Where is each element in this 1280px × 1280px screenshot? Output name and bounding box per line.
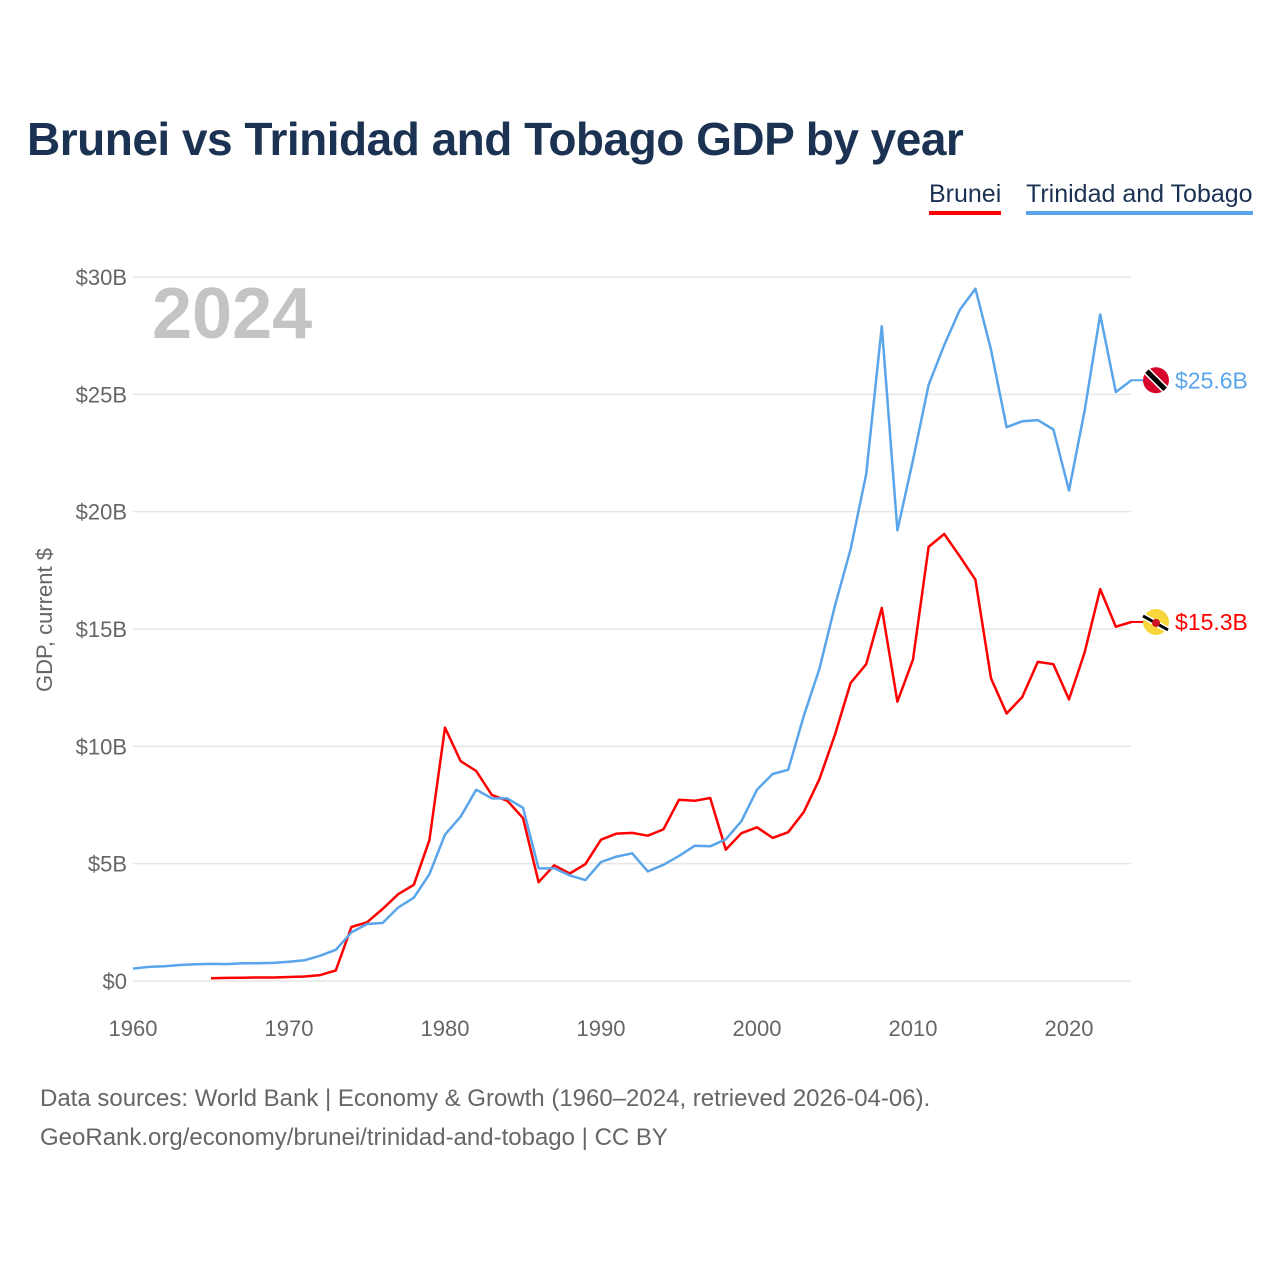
x-tick-label: 2020 [1045,1016,1094,1041]
end-value-label: $15.3B [1175,609,1248,635]
x-tick-label: 1960 [109,1016,158,1041]
year-label: 2024 [152,274,312,354]
chart-title: Brunei vs Trinidad and Tobago GDP by yea… [27,113,964,165]
flag-emblem [1152,618,1160,627]
x-tick-label: 1980 [421,1016,470,1041]
x-tick-label: 1990 [577,1016,626,1041]
y-tick-label: $5B [88,852,127,877]
footer-sources: Data sources: World Bank | Economy & Gro… [40,1085,931,1112]
end-value-label: $25.6B [1175,367,1248,393]
x-tick-label: 2010 [889,1016,938,1041]
x-tick-label: 1970 [265,1016,314,1041]
legend-brunei[interactable]: Brunei [929,180,1002,215]
y-tick-label: $0 [103,969,127,994]
y-tick-label: $25B [76,382,127,407]
footer-url[interactable]: GeoRank.org/economy/brunei/trinidad-and-… [40,1124,668,1151]
y-tick-label: $20B [76,500,127,525]
y-tick-label: $10B [76,734,127,759]
y-tick-label: $15B [76,617,127,642]
x-tick-label: 2000 [733,1016,782,1041]
flag-stripe [1145,369,1167,392]
series-line-trinidad [132,287,1133,970]
y-tick-label: $30B [76,265,127,290]
series-line-brunei [210,532,1132,980]
y-axis-label: GDP, current $ [32,548,57,692]
legend-trinidad-and-tobago[interactable]: Trinidad and Tobago [1026,180,1253,215]
